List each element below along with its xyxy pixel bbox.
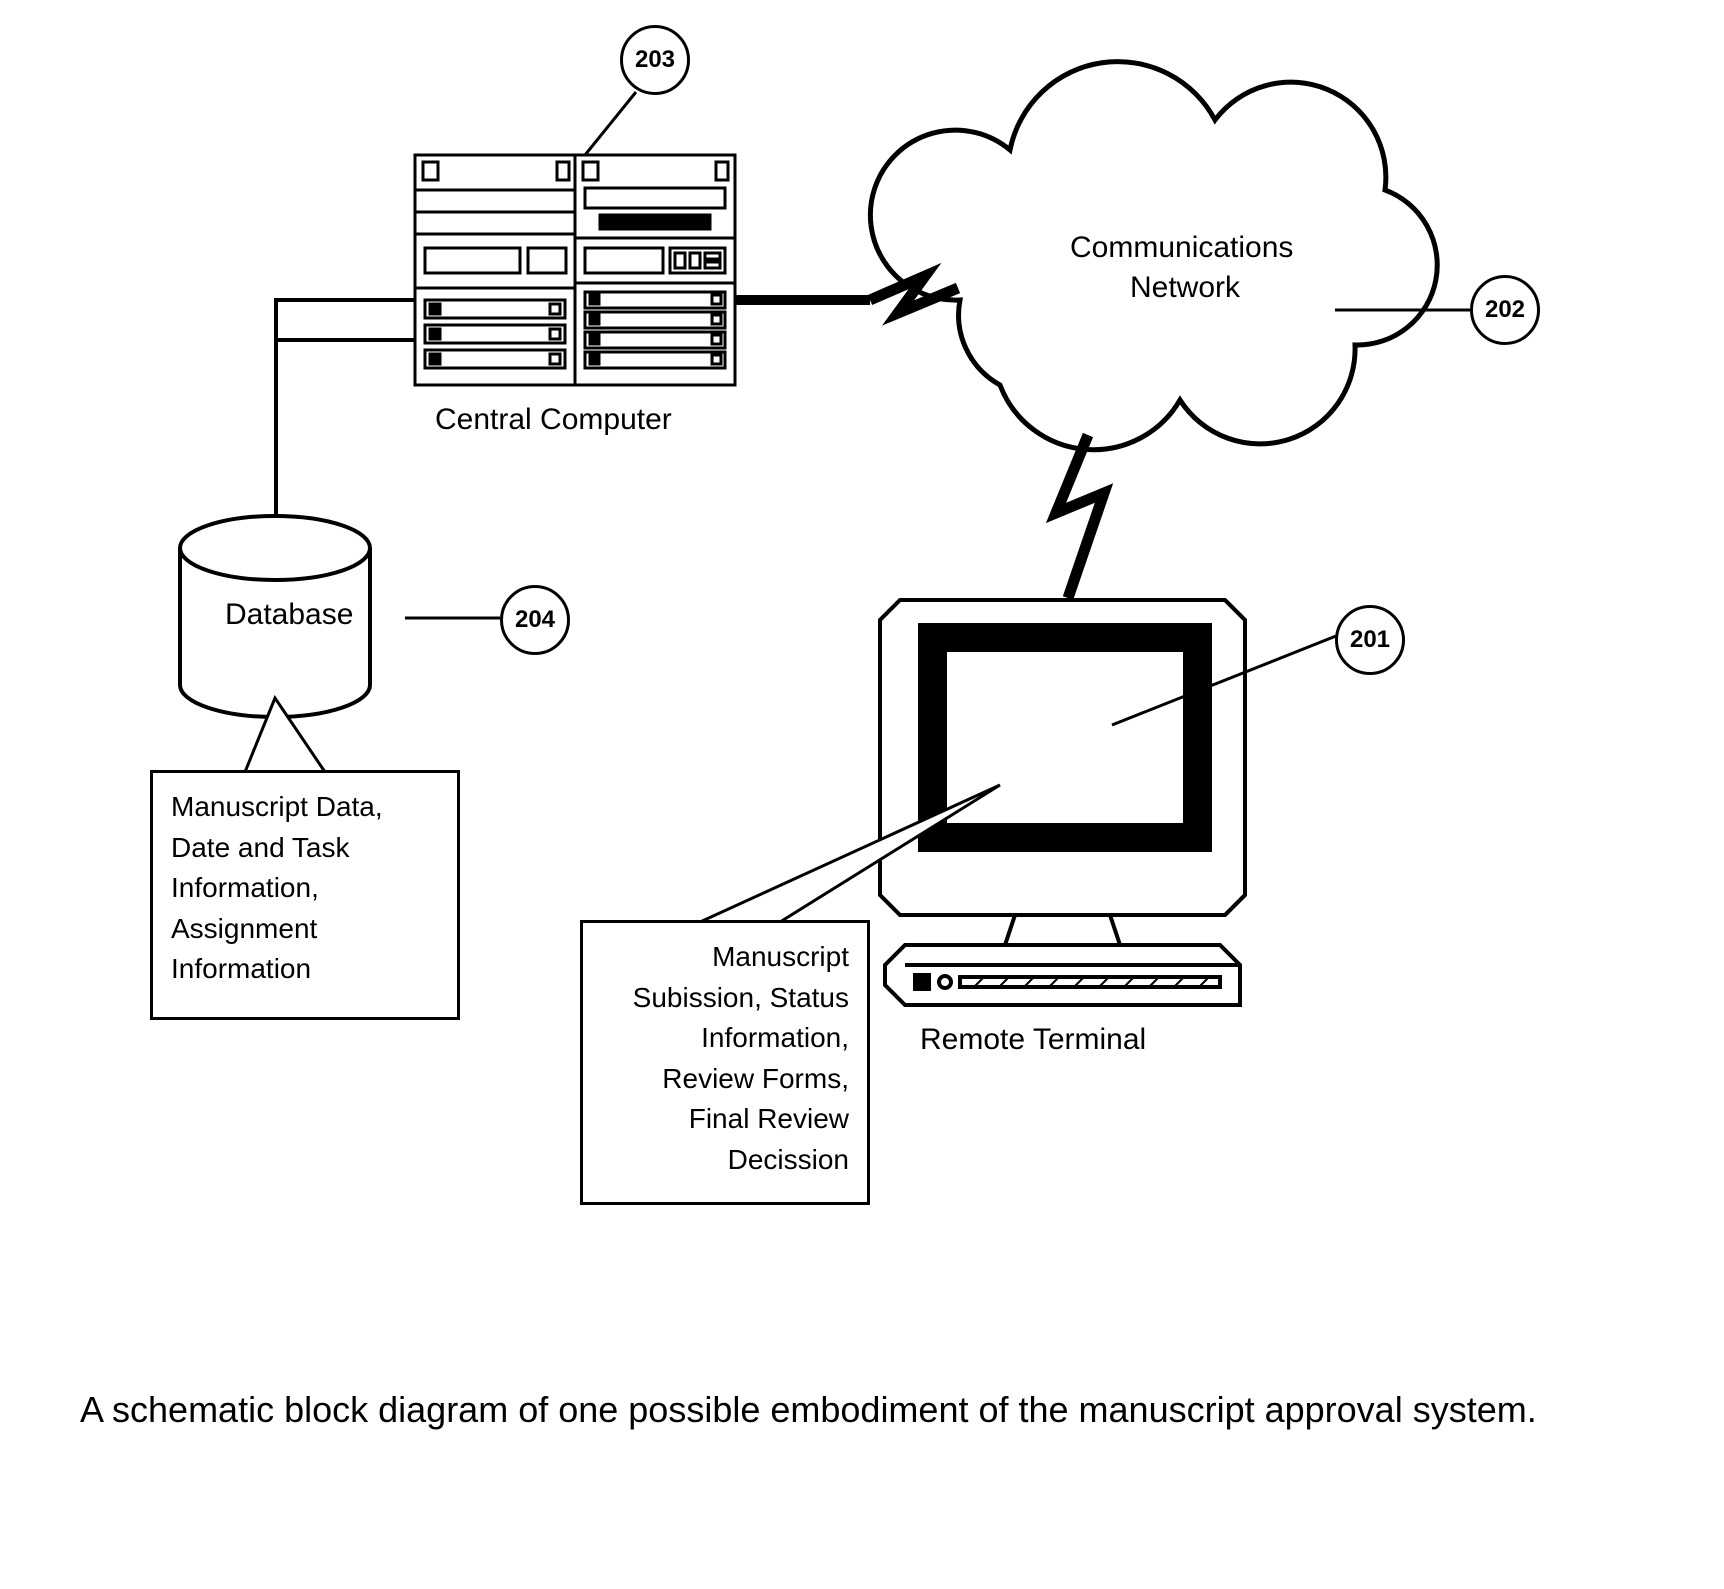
db-callout-l4: Assignment xyxy=(171,909,439,950)
term-callout-l3: Information, xyxy=(601,1018,849,1059)
server-label: Central Computer xyxy=(435,400,672,441)
ref-204: 204 xyxy=(500,585,570,655)
figure-caption: A schematic block diagram of one possibl… xyxy=(80,1370,1640,1449)
edge-server-db xyxy=(276,340,415,518)
bolt-cloud-terminal xyxy=(1056,435,1104,598)
server-icon xyxy=(415,155,735,385)
db-callout-l5: Information xyxy=(171,949,439,990)
cloud-label-line2: Network xyxy=(1130,268,1240,309)
ref-202: 202 xyxy=(1470,275,1540,345)
database-label: Database xyxy=(225,595,353,636)
leader-203 xyxy=(585,92,636,155)
terminal-label: Remote Terminal xyxy=(920,1020,1146,1061)
db-callout-l1: Manuscript Data, xyxy=(171,787,439,828)
term-callout-l1: Manuscript xyxy=(601,937,849,978)
ref-201: 201 xyxy=(1335,605,1405,675)
terminal-callout-box: Manuscript Subission, Status Information… xyxy=(580,920,870,1205)
diagram-canvas: Central Computer Communications Network … xyxy=(0,0,1724,1589)
db-callout-l2: Date and Task xyxy=(171,828,439,869)
terminal-icon xyxy=(880,600,1245,1005)
db-callout-l3: Information, xyxy=(171,868,439,909)
term-callout-l6: Decission xyxy=(601,1140,849,1181)
term-callout-l2: Subission, Status xyxy=(601,978,849,1019)
edge-server-to-db xyxy=(276,300,415,518)
cloud-label-line1: Communications xyxy=(1070,228,1293,269)
term-callout-l4: Review Forms, xyxy=(601,1059,849,1100)
term-callout-l5: Final Review xyxy=(601,1099,849,1140)
ref-203: 203 xyxy=(620,25,690,95)
db-callout-box: Manuscript Data, Date and Task Informati… xyxy=(150,770,460,1020)
